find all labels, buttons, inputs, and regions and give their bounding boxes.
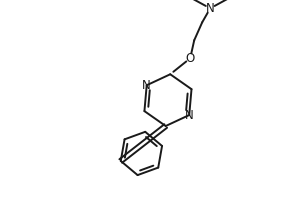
Text: N: N	[185, 109, 194, 121]
Text: O: O	[185, 52, 195, 65]
Text: N: N	[206, 2, 215, 15]
Text: N: N	[142, 79, 151, 92]
